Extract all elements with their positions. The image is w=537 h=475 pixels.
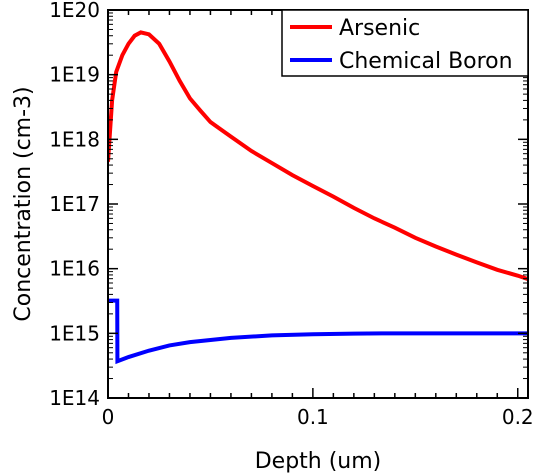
x-tick-label: 0.2 <box>502 405 534 429</box>
y-tick-label: 1E20 <box>49 0 100 22</box>
y-tick-label: 1E17 <box>49 192 100 216</box>
y-tick-label: 1E19 <box>49 63 100 87</box>
y-tick-label: 1E15 <box>49 321 100 345</box>
series-line-0 <box>108 30 528 281</box>
x-tick-label: 0 <box>102 405 115 429</box>
y-axis-title: Concentration (cm-3) <box>11 86 36 321</box>
legend-label: Chemical Boron <box>339 49 513 74</box>
y-tick-label: 1E18 <box>49 127 100 151</box>
x-axis-title: Depth (um) <box>255 449 382 474</box>
legend-box <box>281 9 529 77</box>
axis-ticks: 0 0.1 0.2 1E14 1E15 1E16 1E17 1E18 1E19 1E20 <box>49 0 533 429</box>
x-tick-label: 0.1 <box>297 405 329 429</box>
y-tick-label: 1E16 <box>49 257 100 281</box>
legend-label: Arsenic <box>339 16 420 41</box>
series-line-1 <box>108 298 528 365</box>
y-tick-label: 1E14 <box>49 386 100 410</box>
legend: Arsenic Chemical Boron <box>281 9 529 77</box>
plot-content <box>108 30 528 365</box>
